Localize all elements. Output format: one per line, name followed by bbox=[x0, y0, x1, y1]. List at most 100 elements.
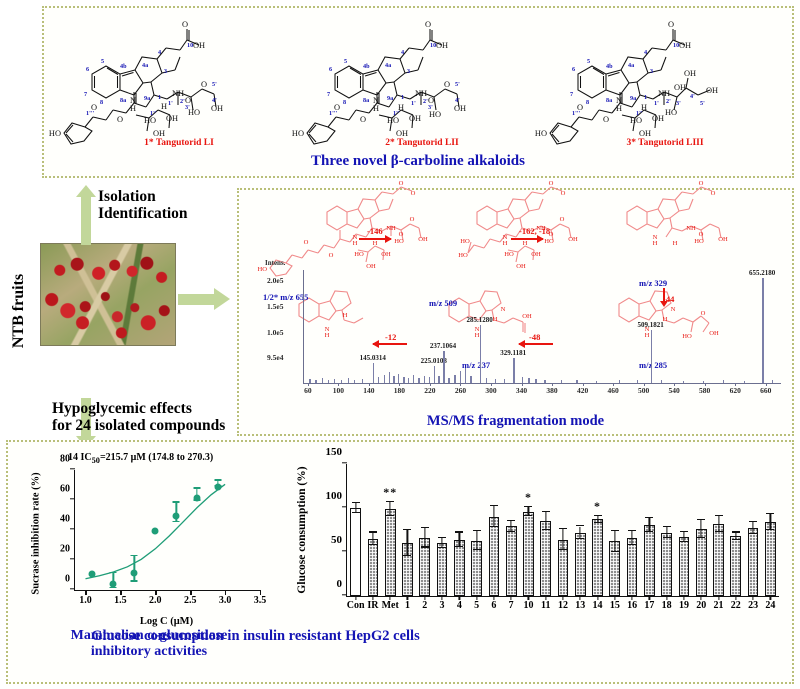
svg-text:O: O bbox=[668, 20, 674, 29]
spectrum-peak bbox=[372, 363, 375, 383]
fragmentation-arrow-4 bbox=[518, 340, 553, 347]
svg-text:1': 1' bbox=[411, 100, 416, 107]
svg-text:HO: HO bbox=[257, 266, 267, 273]
bars-y-tick: 0 bbox=[336, 578, 343, 590]
ic50-x-tickmark bbox=[260, 590, 262, 595]
structures-panel: N H NH OH O H O O OH HO O O HO OH OH HO bbox=[42, 6, 794, 178]
bar bbox=[765, 522, 776, 596]
msms-caption: MS/MS fragmentation mode bbox=[426, 413, 605, 429]
ic50-y-tickmark bbox=[70, 497, 75, 500]
significance-marker: * bbox=[594, 498, 602, 513]
svg-text:OH: OH bbox=[211, 104, 223, 113]
ic50-data-point bbox=[88, 570, 96, 578]
svg-text:H: H bbox=[373, 240, 378, 247]
fragment-label-f3: m/z 329 bbox=[639, 278, 668, 288]
spectrum-y-tick: 2.0e5 bbox=[267, 276, 284, 286]
bar-error-cap bbox=[403, 528, 412, 530]
bar-error-cap bbox=[731, 538, 740, 540]
spectrum-x-tickmark bbox=[429, 383, 431, 386]
bar-error-cap bbox=[420, 527, 429, 529]
svg-text:OH: OH bbox=[436, 41, 448, 50]
bar bbox=[540, 521, 552, 596]
svg-text:N: N bbox=[353, 234, 358, 241]
bar-tickmark bbox=[683, 596, 685, 600]
svg-text:OH: OH bbox=[531, 251, 541, 258]
bar-tickmark bbox=[510, 596, 512, 600]
bar-category-label: 21 bbox=[713, 600, 724, 611]
bar-tickmark bbox=[545, 596, 547, 600]
bar-category-label: 7 bbox=[508, 600, 514, 611]
ic50-x-tickmark bbox=[225, 590, 227, 595]
compound-name-3: 3* Tangutorid LIII bbox=[626, 138, 704, 148]
spectrum-x-tickmark bbox=[368, 383, 370, 386]
fragmentation-arrow-1 bbox=[359, 235, 392, 242]
spectrum-peak bbox=[485, 378, 487, 383]
bar-category-label: 3 bbox=[439, 600, 445, 611]
chemical-structure-svg-1: N H NH OH O H O O OH HO O O HO OH OH HO bbox=[49, 20, 223, 145]
svg-text:H: H bbox=[641, 103, 647, 112]
svg-text:H: H bbox=[523, 240, 528, 247]
bar-error-bar bbox=[648, 517, 650, 532]
spectrum-x-tick: 500 bbox=[637, 386, 650, 395]
bars-caption: Glucose consumption in insulin resistant… bbox=[91, 628, 420, 644]
bar-error-cap bbox=[524, 514, 533, 516]
bar bbox=[367, 538, 379, 596]
svg-text:NH: NH bbox=[386, 225, 396, 232]
svg-text:9a: 9a bbox=[630, 95, 636, 102]
bar-error-bar bbox=[579, 526, 581, 539]
svg-text:HO: HO bbox=[694, 238, 704, 245]
svg-text:1''': 1''' bbox=[86, 110, 95, 117]
svg-text:8a: 8a bbox=[606, 97, 612, 104]
svg-text:5: 5 bbox=[101, 58, 104, 65]
ntb-fruits-photo bbox=[40, 243, 176, 346]
ic50-data-point bbox=[109, 580, 117, 588]
spectrum-x-tick: 260 bbox=[454, 386, 467, 395]
bar-tickmark bbox=[579, 596, 581, 600]
bar-error-cap bbox=[455, 545, 464, 547]
svg-text:6: 6 bbox=[329, 66, 332, 73]
svg-text:O: O bbox=[329, 252, 334, 259]
svg-text:4a: 4a bbox=[385, 62, 391, 69]
ic50-x-tick: 1.5 bbox=[114, 595, 127, 606]
svg-text:OH: OH bbox=[418, 236, 428, 243]
ic50-fit-curve bbox=[85, 483, 226, 580]
spectrum-peak bbox=[561, 380, 563, 383]
ic50-title-sub: 50 bbox=[91, 456, 100, 465]
svg-text:OH: OH bbox=[454, 104, 466, 113]
hypoglycemic-line-1: Hypoglycemic effects bbox=[52, 400, 192, 417]
spectrum-x-tick: 300 bbox=[485, 386, 497, 395]
svg-text:H: H bbox=[616, 104, 622, 113]
spectrum-peak bbox=[397, 373, 400, 383]
bar-error-cap bbox=[351, 512, 360, 514]
svg-text:O: O bbox=[399, 180, 404, 187]
significance-marker: * bbox=[524, 490, 532, 505]
bar bbox=[488, 516, 500, 596]
ic50-x-tick: 3.5 bbox=[253, 595, 267, 606]
spectrum-peak bbox=[393, 375, 395, 383]
ic50-x-tickmark bbox=[85, 590, 87, 595]
spectrum-peak-label: 285.1280 bbox=[466, 316, 493, 325]
bar-error-cap bbox=[403, 555, 412, 557]
ic50-y-tick: 60 bbox=[60, 483, 70, 495]
spectrum-peak bbox=[433, 366, 436, 383]
svg-text:7: 7 bbox=[570, 91, 573, 98]
spectrum-peak-label: 145.0314 bbox=[359, 354, 386, 363]
spectrum-y-tick: 1.5e5 bbox=[267, 301, 284, 311]
spectrum-peak bbox=[576, 380, 578, 383]
ic50-x-tick: 3.0 bbox=[218, 595, 232, 606]
svg-text:1: 1 bbox=[644, 94, 647, 101]
arrow-head-up bbox=[76, 185, 96, 197]
bars-y-tick: 50 bbox=[331, 534, 342, 546]
svg-text:4b: 4b bbox=[363, 63, 370, 70]
isolation-line-2: Identification bbox=[98, 205, 188, 223]
bar-error-bar bbox=[372, 532, 374, 545]
spectrum-x-tickmark bbox=[552, 383, 554, 386]
bar-error-cap bbox=[749, 533, 758, 535]
bar-error-cap bbox=[472, 549, 481, 551]
spectrum-peak bbox=[619, 380, 621, 383]
bar-error-bar bbox=[614, 530, 616, 552]
svg-text:O: O bbox=[603, 115, 609, 124]
svg-text:1''': 1''' bbox=[329, 110, 338, 117]
svg-text:NH: NH bbox=[415, 89, 427, 98]
svg-text:H: H bbox=[343, 312, 348, 319]
